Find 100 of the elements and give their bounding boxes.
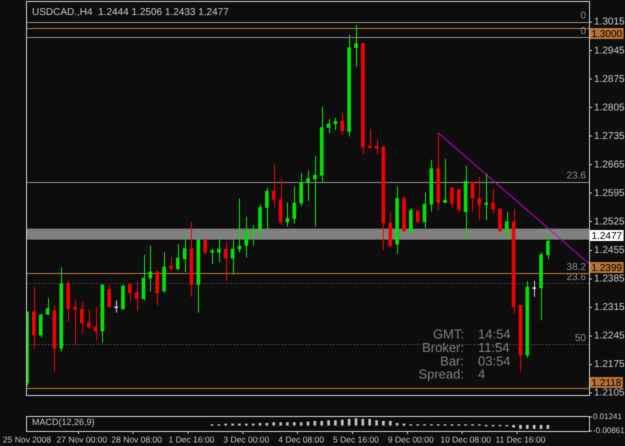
y-tick-label: 1.2665 [594, 159, 625, 170]
candlestick [203, 239, 208, 254]
x-tick-label: 25 Nov 2008 [2, 434, 52, 444]
candlestick [326, 118, 330, 134]
candlestick [443, 158, 447, 204]
candlestick [484, 173, 488, 221]
candlestick [107, 284, 112, 308]
annotation: 0 [580, 10, 586, 22]
y-tick-label: 1.2105 [594, 388, 625, 399]
ref-line-label: 1.3000 [592, 28, 623, 40]
candlestick [176, 244, 180, 271]
bar [546, 424, 550, 429]
bar [388, 420, 392, 426]
annotation: 23.6 [566, 272, 586, 284]
candlestick [86, 308, 91, 330]
candlestick [491, 188, 495, 214]
x-tick-label: 9 Dec 00:00 [388, 434, 434, 444]
candlestick [210, 248, 214, 264]
candlestick [46, 298, 50, 316]
y-tick-label: 1.2595 [594, 188, 625, 199]
candlestick [306, 170, 310, 202]
candlestick [182, 234, 186, 272]
candlestick [224, 242, 228, 282]
bar [526, 424, 529, 429]
y-tick-label: 1.2945 [594, 45, 625, 56]
annotation: Bar: 03:54 [440, 353, 511, 368]
x-tick-label: 28 Nov 08:00 [111, 434, 162, 444]
x-tick-label: 10 Dec 08:00 [440, 434, 492, 444]
annotation: Broker: 11:54 [422, 340, 510, 355]
candlestick [299, 172, 303, 206]
candlestick [340, 112, 344, 136]
text: USDCAD.,H4 1.2444 1.2506 1.2433 1.2477 [32, 6, 230, 18]
candlestick [313, 156, 317, 228]
ref-line-label: 1.2118 [592, 378, 622, 389]
candlestick [374, 139, 378, 155]
annotation: 38.2 [566, 262, 586, 273]
bar [320, 420, 324, 426]
candlestick [286, 202, 290, 228]
bar [382, 420, 385, 426]
annotation: Spread: 4 [418, 366, 486, 382]
candlestick [142, 254, 146, 301]
bar [519, 424, 522, 429]
y-tick-label: 1.2175 [594, 359, 625, 370]
bar [540, 424, 542, 429]
candlestick [128, 283, 132, 303]
candlestick [238, 198, 242, 253]
x-tick-label: 27 Nov 00:00 [56, 434, 108, 444]
y-tick-label: 1.3015 [594, 16, 625, 28]
candlestick [504, 212, 509, 240]
bar [286, 422, 289, 426]
candlestick [456, 188, 461, 213]
candlestick [73, 300, 77, 345]
bar [532, 424, 536, 429]
candlestick [272, 163, 276, 208]
candlestick [121, 284, 125, 310]
ref-line-label: 1.2399 [592, 262, 623, 274]
candlestick [334, 117, 338, 131]
y-tick-label: 0.01241 [593, 412, 622, 422]
candlestick [94, 306, 98, 340]
candlestick [450, 186, 454, 208]
candlestick [368, 128, 372, 149]
candlestick [498, 206, 502, 232]
bar [340, 420, 344, 426]
y-tick-label: 1.2455 [594, 245, 625, 256]
y-tick-label: 1.2875 [594, 74, 625, 85]
candlestick [38, 312, 43, 338]
bar [362, 418, 364, 426]
candlestick [217, 236, 221, 263]
candlestick [470, 180, 474, 212]
bar [368, 418, 372, 426]
bar [327, 420, 330, 426]
candlestick [388, 212, 392, 248]
candlestick [478, 176, 482, 221]
bar [375, 420, 378, 426]
y-tick-label: -0.00861 [593, 426, 625, 436]
x-tick-label: 4 Dec 08:00 [278, 434, 324, 444]
annotation: 23.6 [566, 170, 586, 182]
y-tick-label: 1.2525 [594, 216, 625, 228]
candlestick [278, 178, 282, 226]
bar [306, 422, 310, 426]
candlestick [244, 216, 248, 258]
candlestick [230, 238, 234, 276]
candlestick [265, 186, 269, 230]
candlestick [251, 224, 255, 246]
candlestick [546, 228, 550, 260]
bar [258, 422, 262, 426]
candlestick [416, 210, 420, 224]
x-tick-label: 1 Dec 16:00 [168, 434, 215, 444]
y-tick-label: 1.2315 [594, 302, 625, 314]
candlestick [134, 282, 138, 311]
x-tick-label: 11 Dec 16:00 [495, 434, 546, 444]
y-tick-label: 1.2245 [594, 330, 625, 342]
candlestick [258, 204, 262, 240]
annotation: 50 [574, 332, 586, 344]
annotation: 0 [580, 26, 586, 38]
y-tick-label: 1.2805 [594, 102, 625, 114]
candlestick [155, 270, 160, 306]
bar [348, 418, 350, 426]
y-tick-label: 1.2385 [594, 274, 625, 285]
candlestick [422, 192, 426, 229]
